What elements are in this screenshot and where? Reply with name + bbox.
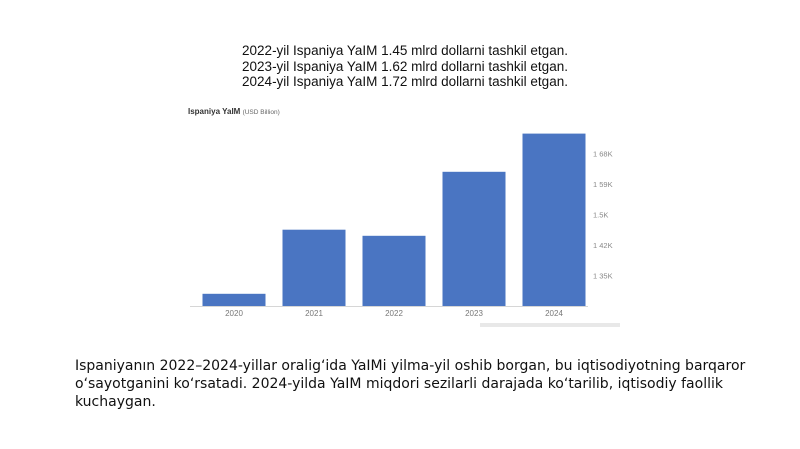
bar-2022 (362, 235, 426, 306)
bar-2024 (522, 133, 586, 306)
chart-unit: (USD Billion) (242, 109, 280, 116)
y-tick-label: 1 42K (593, 241, 613, 250)
chart-title-text: Ispaniya YaIM (188, 107, 241, 116)
chart-title: Ispaniya YaIM (USD Billion) (188, 107, 280, 116)
headline: 2022-yil Ispaniya YaIM 1.45 mlrd dollarn… (215, 43, 595, 90)
chart-footer-strip (480, 323, 620, 327)
bar-2021 (282, 229, 346, 306)
y-tick-label: 1.5K (593, 211, 608, 220)
x-tick-label-2023: 2023 (465, 309, 483, 318)
headline-line-2024: 2024-yil Ispaniya YaIM 1.72 mlrd dollarn… (242, 74, 568, 89)
gdp-chart: 2020 2021 2022 2023 2024 1 35K 1 42K 1.5K 1 59K 1… (180, 100, 630, 332)
headline-line-2023: 2023-yil Ispaniya YaIM 1.62 mlrd dollarn… (242, 58, 568, 74)
bar-2020 (202, 293, 266, 306)
y-tick-label: 1 35K (593, 272, 613, 281)
x-tick-label-2021: 2021 (305, 309, 323, 318)
headline-line-2022: 2022-yil Ispaniya YaIM 1.45 mlrd dollarn… (242, 43, 568, 58)
x-tick-label-2024: 2024 (545, 309, 563, 318)
x-tick-label-2020: 2020 (225, 309, 243, 318)
x-tick-label-2022: 2022 (385, 309, 403, 318)
caption: Ispaniyanın 2022–2024-yillar oralig‘ida … (75, 358, 746, 410)
bar-2023 (442, 171, 506, 306)
y-tick-label: 1 68K (593, 150, 613, 159)
y-tick-label: 1 59K (593, 180, 613, 189)
chart-canvas: 2020 2021 2022 2023 2024 1 35K 1 42K 1.5K 1 59K 1… (190, 133, 620, 327)
